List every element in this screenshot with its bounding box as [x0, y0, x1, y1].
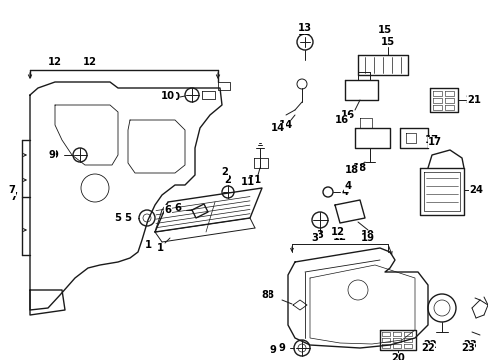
Text: 15: 15	[380, 37, 394, 47]
Text: 13: 13	[297, 27, 311, 37]
Text: 8: 8	[261, 290, 268, 300]
Text: 10: 10	[167, 92, 181, 102]
Text: 22: 22	[422, 340, 436, 350]
Text: 17: 17	[427, 137, 441, 147]
Text: 3: 3	[311, 233, 318, 243]
Text: 1: 1	[144, 240, 151, 250]
Text: 17: 17	[424, 135, 438, 145]
Text: 16: 16	[340, 110, 354, 120]
Text: 1: 1	[156, 243, 163, 253]
Text: 14: 14	[278, 120, 292, 130]
Text: 23: 23	[462, 340, 476, 350]
Text: 3: 3	[316, 230, 323, 240]
Text: 11: 11	[247, 175, 262, 185]
Text: 10: 10	[161, 91, 175, 101]
Text: 12: 12	[332, 232, 346, 242]
Text: 18: 18	[352, 163, 366, 173]
Text: 19: 19	[360, 230, 374, 240]
Text: 21: 21	[464, 95, 478, 105]
Text: 15: 15	[377, 25, 391, 35]
Text: 5: 5	[114, 213, 121, 223]
Text: 6: 6	[164, 205, 171, 215]
Text: 13: 13	[297, 23, 311, 33]
Text: 16: 16	[334, 115, 348, 125]
Text: 12: 12	[330, 227, 345, 237]
Text: 4: 4	[341, 187, 348, 197]
Text: 14: 14	[270, 123, 285, 133]
Text: 7: 7	[11, 192, 18, 202]
Text: 22: 22	[420, 343, 434, 353]
Text: 8: 8	[266, 290, 273, 300]
Text: 9: 9	[269, 345, 276, 355]
Text: 19: 19	[360, 233, 374, 243]
Text: 21: 21	[466, 95, 480, 105]
Text: 9: 9	[278, 343, 285, 353]
Text: 18: 18	[344, 165, 358, 175]
Text: 23: 23	[460, 343, 474, 353]
Text: 20: 20	[390, 353, 404, 360]
Text: 4: 4	[344, 181, 351, 191]
Text: 5: 5	[124, 213, 131, 223]
Text: 2: 2	[224, 175, 231, 185]
Text: 24: 24	[468, 185, 482, 195]
Text: 24: 24	[468, 185, 482, 195]
Text: 12: 12	[48, 57, 62, 67]
Text: 20: 20	[390, 353, 404, 360]
Text: 12: 12	[83, 57, 97, 67]
Text: 9: 9	[48, 150, 55, 160]
Text: 6: 6	[174, 203, 181, 213]
Text: 2: 2	[221, 167, 228, 177]
Text: 11: 11	[241, 177, 255, 187]
Text: 7: 7	[9, 185, 16, 195]
Text: 9: 9	[51, 150, 59, 160]
